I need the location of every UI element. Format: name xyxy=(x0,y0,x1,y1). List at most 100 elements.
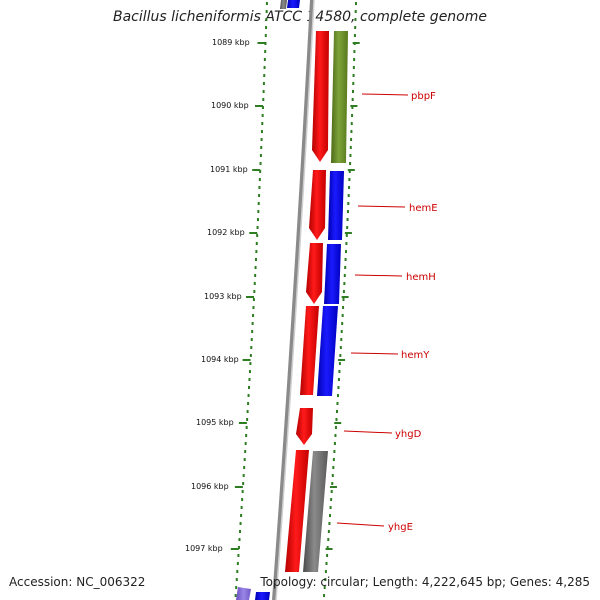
axis-dot xyxy=(259,170,262,173)
axis-dot xyxy=(323,594,326,597)
axis-dot xyxy=(258,186,261,189)
axis-dot xyxy=(257,202,260,205)
axis-dot xyxy=(343,274,346,277)
axis-dot xyxy=(338,370,341,373)
kbp-tick-label: 1096 kbp xyxy=(191,482,229,491)
axis-dot xyxy=(264,50,267,53)
axis-dot xyxy=(349,162,352,165)
accession-text: Accession: NC_006322 xyxy=(9,575,146,589)
axis-dot xyxy=(252,314,255,317)
axis-dot xyxy=(240,506,243,509)
axis-dot xyxy=(260,130,263,133)
kbp-tick-label: 1097 kbp xyxy=(185,544,223,553)
axis-major-tick xyxy=(341,296,349,298)
axis-dot xyxy=(351,90,354,93)
kbp-tick-label: 1092 kbp xyxy=(207,228,245,237)
axis-dot xyxy=(235,578,238,581)
axis-dot xyxy=(256,218,259,221)
axis-dot xyxy=(261,106,264,109)
axis-dot xyxy=(245,434,248,437)
axis-dot xyxy=(347,194,350,197)
axis-dot xyxy=(264,34,267,37)
axis-dot xyxy=(256,234,259,237)
axis-dot xyxy=(242,474,245,477)
axis-dot xyxy=(348,186,351,189)
axis-dot xyxy=(240,514,243,517)
reverse-gene-gray xyxy=(303,451,328,572)
axis-dot xyxy=(250,346,253,349)
axis-dot xyxy=(348,170,351,173)
axis-dot xyxy=(247,394,250,397)
reverse-gene-blue-2 xyxy=(324,244,341,304)
axis-dot xyxy=(255,250,258,253)
gene-label-text: pbpF xyxy=(411,91,436,102)
axis-dot xyxy=(257,210,260,213)
axis-dot xyxy=(346,226,349,229)
axis-dot xyxy=(345,250,347,253)
kbp-tick-label: 1095 kbp xyxy=(196,418,234,427)
axis-dot xyxy=(337,378,340,381)
axis-dot xyxy=(353,58,356,61)
axis-dot xyxy=(335,410,338,413)
axis-major-tick xyxy=(242,359,251,361)
axis-dot xyxy=(344,266,347,269)
axis-dot xyxy=(241,490,244,493)
axis-dot xyxy=(336,402,339,405)
axis-dot xyxy=(239,522,242,525)
axis-dot xyxy=(354,10,357,13)
axis-dot xyxy=(353,34,356,37)
axis-dot xyxy=(262,82,265,85)
axis-dot xyxy=(244,442,247,445)
gene-label-text: hemE xyxy=(409,203,438,214)
axis-dot xyxy=(337,386,340,389)
axis-dot xyxy=(330,490,333,493)
axis-dot xyxy=(327,530,330,533)
axis-dot xyxy=(256,226,259,229)
axis-major-tick xyxy=(257,42,266,44)
axis-major-tick xyxy=(352,42,360,44)
axis-dot xyxy=(258,194,261,197)
feature-bottom-purple xyxy=(236,587,251,600)
outer-dotted-axis xyxy=(323,2,360,597)
feature-bottom-blue xyxy=(255,592,270,600)
axis-dot xyxy=(262,90,265,93)
axis-dot xyxy=(342,290,345,293)
axis-dot xyxy=(243,466,246,469)
axis-dot xyxy=(246,418,249,421)
gene-label-text: yhgE xyxy=(388,522,413,533)
axis-dot xyxy=(326,546,329,549)
axis-dot xyxy=(251,322,254,325)
map-title: Bacillus licheniformis ATCC 14580, compl… xyxy=(113,9,487,25)
genome-backbone-highlight xyxy=(275,0,315,600)
axis-dot xyxy=(346,210,349,213)
axis-major-tick xyxy=(254,105,263,107)
axis-dot xyxy=(254,258,257,261)
axis-dot xyxy=(237,546,240,549)
forward-gene-pbpF xyxy=(312,31,329,162)
axis-dot xyxy=(258,178,261,181)
axis-dot xyxy=(339,346,342,349)
axis-dot xyxy=(341,314,344,317)
genome-summary-text: Topology: circular; Length: 4,222,645 bp… xyxy=(260,575,590,589)
axis-dot xyxy=(323,586,326,589)
axis-dot xyxy=(260,138,263,141)
axis-dot xyxy=(324,570,327,573)
axis-major-tick xyxy=(329,486,337,488)
axis-dot xyxy=(260,146,263,149)
axis-major-tick xyxy=(325,548,333,550)
gene-label-text: hemY xyxy=(401,350,430,361)
axis-dot xyxy=(245,426,248,429)
axis-dot xyxy=(341,322,344,325)
reverse-gene-blue-1 xyxy=(328,171,344,240)
axis-dot xyxy=(242,482,245,485)
axis-dot xyxy=(331,474,334,477)
axis-dot xyxy=(253,290,256,293)
forward-gene-yhgE xyxy=(285,450,309,572)
axis-dot xyxy=(345,234,348,237)
axis-dot xyxy=(253,282,256,285)
axis-dot xyxy=(325,562,328,565)
axis-dot xyxy=(255,242,258,245)
reverse-gene-olive xyxy=(331,31,348,163)
axis-dot xyxy=(262,98,265,101)
axis-dot xyxy=(241,498,244,501)
